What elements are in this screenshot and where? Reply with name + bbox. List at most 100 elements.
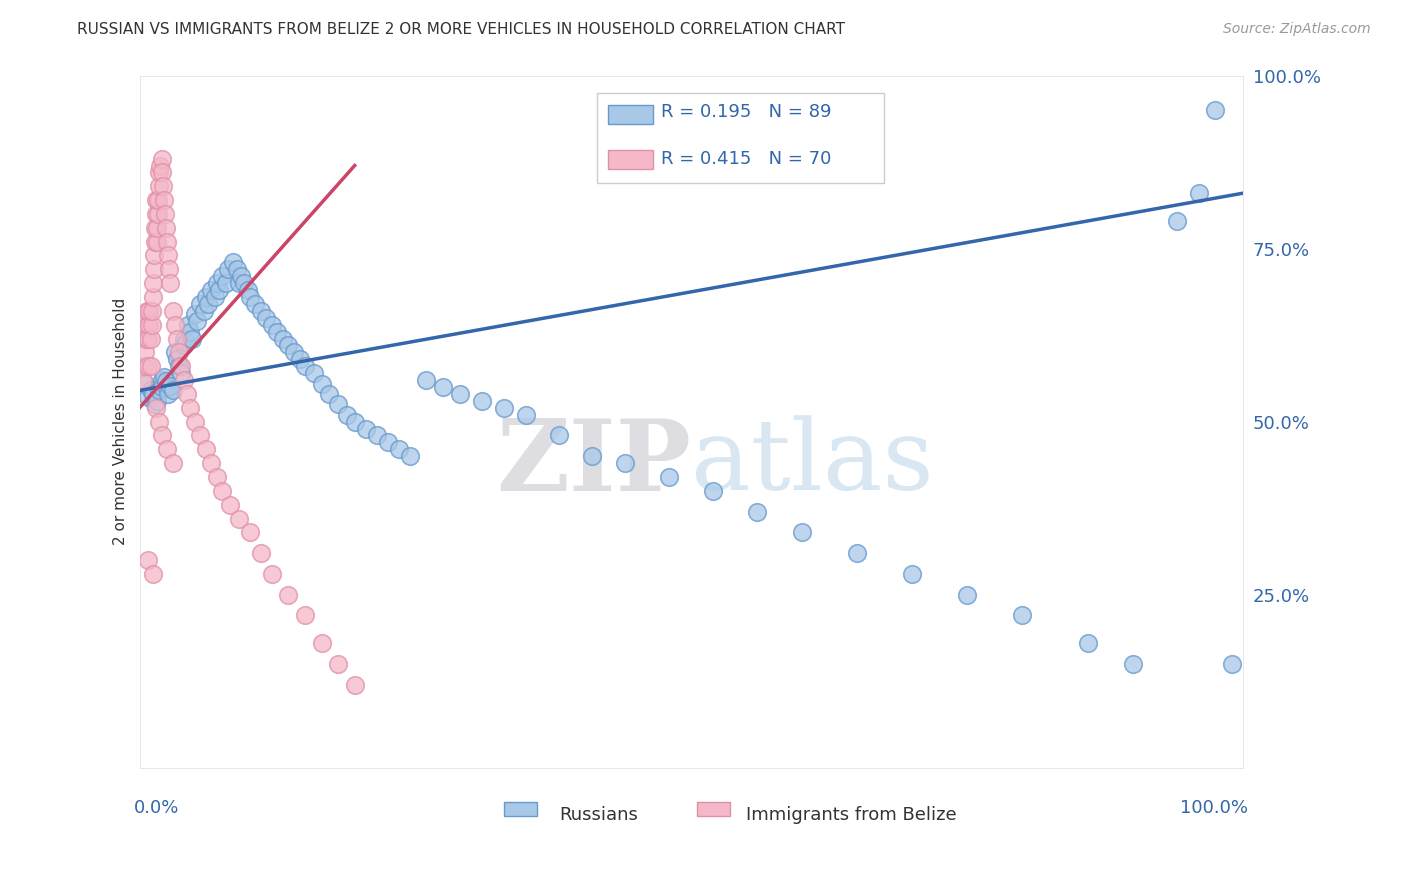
Point (343, 678, 366, 692)
Point (162, 384, 184, 398)
Text: RUSSIAN VS IMMIGRANTS FROM BELIZE 2 OR MORE VEHICLES IN HOUSEHOLD CORRELATION CH: RUSSIAN VS IMMIGRANTS FROM BELIZE 2 OR M… (77, 22, 845, 37)
Point (138, 553, 160, 567)
Point (145, 207, 167, 221)
Point (162, 304, 184, 318)
Point (143, 397, 166, 411)
Point (1122, 657, 1144, 671)
Point (260, 318, 283, 332)
Point (146, 393, 169, 408)
Point (156, 381, 179, 395)
Point (177, 318, 200, 332)
Point (225, 262, 247, 277)
Point (155, 375, 177, 389)
Point (217, 262, 239, 277)
FancyBboxPatch shape (598, 93, 884, 183)
Point (170, 359, 193, 374)
Point (311, 636, 333, 650)
Point (134, 345, 156, 359)
Point (658, 470, 681, 484)
Point (173, 332, 195, 346)
Point (150, 165, 173, 179)
Point (141, 304, 163, 318)
Point (173, 338, 195, 352)
Point (194, 290, 217, 304)
Point (139, 359, 162, 374)
Point (136, 318, 159, 332)
Text: Immigrants from Belize: Immigrants from Belize (747, 805, 957, 824)
Text: Source: ZipAtlas.com: Source: ZipAtlas.com (1223, 22, 1371, 37)
Point (179, 325, 201, 339)
Point (747, 505, 769, 519)
Point (219, 498, 242, 512)
Point (179, 401, 201, 415)
Point (614, 456, 637, 470)
Point (167, 359, 190, 374)
Point (135, 332, 157, 346)
Point (328, 397, 350, 411)
Point (167, 345, 190, 359)
Point (146, 235, 169, 249)
Point (1011, 608, 1033, 623)
Point (205, 276, 228, 290)
Point (294, 359, 316, 374)
Point (254, 310, 277, 325)
FancyBboxPatch shape (609, 104, 652, 124)
Point (343, 415, 366, 429)
Point (266, 325, 288, 339)
Point (702, 483, 724, 498)
Point (288, 352, 311, 367)
Point (152, 179, 174, 194)
Point (146, 220, 169, 235)
Point (283, 345, 305, 359)
Point (492, 401, 515, 415)
Point (399, 449, 422, 463)
Point (239, 290, 262, 304)
Point (229, 269, 252, 284)
Point (132, 373, 155, 387)
Point (211, 269, 233, 284)
Point (205, 470, 228, 484)
Point (233, 276, 256, 290)
Point (159, 276, 181, 290)
Point (176, 387, 198, 401)
Point (138, 332, 160, 346)
Point (294, 608, 316, 623)
Point (415, 373, 437, 387)
Point (208, 283, 231, 297)
Point (194, 442, 217, 457)
Point (239, 525, 262, 540)
Point (145, 193, 167, 207)
Point (188, 297, 211, 311)
Point (148, 179, 170, 194)
Text: R = 0.415   N = 70: R = 0.415 N = 70 (661, 150, 832, 169)
Point (204, 290, 226, 304)
Point (136, 304, 159, 318)
Point (515, 408, 537, 422)
Point (148, 207, 170, 221)
Point (250, 546, 273, 560)
Point (162, 456, 184, 470)
Point (181, 332, 204, 346)
Point (260, 566, 283, 581)
Point (214, 276, 236, 290)
Text: R = 0.195   N = 89: R = 0.195 N = 89 (661, 103, 832, 121)
Point (790, 525, 813, 540)
Point (222, 255, 245, 269)
Point (250, 304, 273, 318)
Text: 0.0%: 0.0% (134, 799, 180, 817)
Point (138, 359, 160, 374)
Point (173, 373, 195, 387)
Point (1077, 636, 1099, 650)
Point (547, 428, 569, 442)
Point (157, 262, 180, 277)
Point (311, 376, 333, 391)
Point (388, 442, 411, 457)
Point (142, 566, 165, 581)
Point (183, 307, 205, 321)
Point (193, 304, 215, 318)
Point (148, 193, 170, 207)
Point (157, 248, 180, 262)
Point (200, 283, 222, 297)
Point (155, 220, 177, 235)
Point (166, 352, 188, 367)
